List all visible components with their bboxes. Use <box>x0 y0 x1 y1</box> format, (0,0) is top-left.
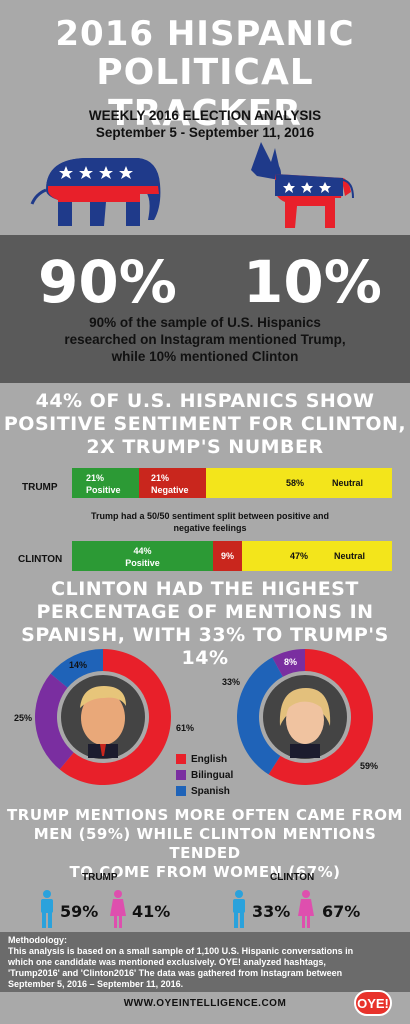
gender-trump-label: TRUMP <box>82 872 118 883</box>
methodology-box: Methodology: This analysis is based on a… <box>0 932 410 992</box>
clinton-english-pct: 59% <box>360 761 379 771</box>
legend-spanish-label: Spanish <box>191 785 230 797</box>
sentiment-note-line2: negative feelings <box>173 523 247 533</box>
gender-heading-line2: MEN (59%) WHILE CLINTON MENTIONS TENDED <box>33 825 377 862</box>
methodology-line1: This analysis is based on a small sample… <box>8 946 354 956</box>
oye-logo: OYE! <box>354 990 392 1016</box>
subtitle-line2: September 5 - September 11, 2016 <box>95 125 315 140</box>
clinton-slice-bilingual <box>272 649 305 677</box>
trump-men-icon <box>41 890 53 928</box>
clinton-neutral-value: 47% <box>290 551 309 561</box>
trump-portrait-icon <box>80 686 126 758</box>
clinton-positive-segment: 44% Positive <box>72 541 213 571</box>
language-legend: English Bilingual Spanish <box>176 752 256 800</box>
clinton-mentions-percent: 10% <box>243 248 382 316</box>
clinton-negative-segment: 9% <box>213 541 242 571</box>
trump-negative-label: Negative <box>151 485 189 495</box>
clinton-slice-spanish <box>236 657 283 775</box>
legend-bilingual-label: Bilingual <box>191 769 234 781</box>
sentiment-heading-line2: POSITIVE SENTIMENT FOR CLINTON, <box>3 413 407 435</box>
clinton-men-icon <box>233 890 245 928</box>
trump-men-pct: 59% <box>60 902 99 921</box>
gender-heading-line3: TO COME FROM WOMEN (67%) <box>69 863 341 881</box>
clinton-language-donut <box>236 649 373 785</box>
sentiment-note-line1: Trump had a 50/50 sentiment split betwee… <box>90 511 330 521</box>
page-title-line1: 2016 HISPANIC <box>55 14 355 54</box>
clinton-women-icon <box>298 890 314 928</box>
footer-url-link[interactable]: WWW.OYEINTELLIGENCE.COM <box>123 998 287 1009</box>
clinton-positive-label: Positive <box>125 558 160 568</box>
sentiment-heading: 44% OF U.S. HISPANICS SHOW POSITIVE SENT… <box>0 390 410 459</box>
trump-neutral-label: Neutral <box>332 478 364 488</box>
methodology-label: Methodology: <box>8 935 67 945</box>
page-title-line2: POLITICAL TRACKER <box>96 52 314 134</box>
methodology-line4: September 5, 2016 – September 11, 2016. <box>8 979 184 989</box>
clinton-neutral-segment: 47% Neutral <box>242 541 392 571</box>
trump-mentions-percent: 90% <box>38 248 177 316</box>
trump-slice-bilingual <box>34 673 74 770</box>
language-heading-line3: SPANISH, WITH 33% TO TRUMP'S 14% <box>21 624 389 669</box>
democratic-donkey-icon <box>251 142 354 228</box>
mentions-band <box>0 235 410 383</box>
trump-positive-segment: 21% Positive <box>72 468 139 498</box>
trump-slice-english <box>59 649 172 785</box>
legend-english-swatch <box>176 754 186 764</box>
legend-bilingual-swatch <box>176 770 186 780</box>
legend-english-label: English <box>191 753 228 765</box>
gender-clinton-label: CLINTON <box>270 872 315 883</box>
clinton-slice-english <box>268 649 373 785</box>
clinton-bilingual-pct: 8% <box>284 657 298 667</box>
language-heading-line1: CLINTON HAD THE HIGHEST <box>51 578 359 600</box>
trump-women-pct: 41% <box>132 902 171 921</box>
trump-positive-value: 21% <box>86 473 105 483</box>
mentions-text-line2: researched on Instagram mentioned Trump, <box>64 332 346 347</box>
methodology-line2: which one candidate was mentioned exclus… <box>8 957 326 967</box>
mentions-text-line1: 90% of the sample of U.S. Hispanics <box>89 315 321 330</box>
trump-spanish-pct: 14% <box>69 660 88 670</box>
sentiment-note: Trump had a 50/50 sentiment split betwee… <box>60 510 360 534</box>
trump-women-icon <box>110 890 126 928</box>
language-heading-line2: PERCENTAGE OF MENTIONS IN <box>36 601 374 623</box>
legend-spanish: Spanish <box>176 784 230 798</box>
trump-bar-label: TRUMP <box>22 482 58 493</box>
clinton-sentiment-bar: 44% Positive 9% 47% Neutral <box>72 541 392 571</box>
legend-spanish-swatch <box>176 786 186 796</box>
clinton-negative-value: 9% <box>220 551 234 561</box>
trump-sentiment-bar: 21% Positive 21% Negative 58% Neutral <box>72 468 392 498</box>
legend-english: English <box>176 752 227 766</box>
subtitle-line1: WEEKLY 2016 ELECTION ANALYSIS <box>88 108 322 123</box>
legend-bilingual: Bilingual <box>176 768 233 782</box>
trump-negative-segment: 21% Negative <box>139 468 206 498</box>
methodology-line3: 'Trump2016' and 'Clinton2016' The data w… <box>8 968 343 978</box>
clinton-bar-label: CLINTON <box>18 554 63 565</box>
clinton-men-pct: 33% <box>252 902 291 921</box>
clinton-portrait-icon <box>279 688 331 758</box>
trump-bilingual-pct: 25% <box>14 713 33 723</box>
sentiment-heading-line1: 44% OF U.S. HISPANICS SHOW <box>35 390 375 412</box>
language-heading: CLINTON HAD THE HIGHEST PERCENTAGE OF ME… <box>0 578 410 670</box>
trump-neutral-value: 58% <box>286 478 305 488</box>
trump-negative-value: 21% <box>151 473 170 483</box>
trump-positive-label: Positive <box>86 485 121 495</box>
trump-neutral-segment: 58% Neutral <box>206 468 392 498</box>
trump-language-donut <box>34 649 172 785</box>
clinton-women-pct: 67% <box>322 902 361 921</box>
clinton-positive-value: 44% <box>133 546 152 556</box>
republican-elephant-icon <box>30 158 161 226</box>
clinton-neutral-label: Neutral <box>334 551 366 561</box>
mentions-text-line3: while 10% mentioned Clinton <box>111 349 299 364</box>
trump-english-pct: 61% <box>176 723 195 733</box>
sentiment-heading-line3: 2X TRUMP'S NUMBER <box>86 436 324 458</box>
gender-heading-line1: TRUMP MENTIONS MORE OFTEN CAME FROM <box>7 806 403 824</box>
trump-slice-spanish <box>50 649 103 688</box>
mentions-description: 90% of the sample of U.S. Hispanics rese… <box>40 314 370 365</box>
gender-heading: TRUMP MENTIONS MORE OFTEN CAME FROM MEN … <box>0 806 410 882</box>
clinton-spanish-pct: 33% <box>222 677 241 687</box>
